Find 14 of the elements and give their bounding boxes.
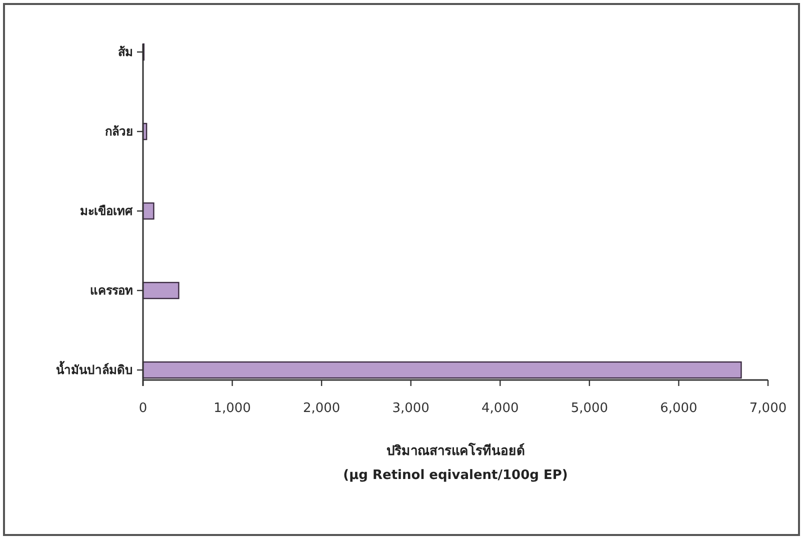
y-tick-label: แครรอท [90,284,133,298]
x-tick-label: 7,000 [749,401,787,416]
x-tick-label: 2,000 [302,401,340,416]
y-tick-label: ส้ม [118,45,133,59]
y-tick-label: น้ำมันปาล์มดิบ [56,360,133,377]
x-axis-title: ปริมาณสารแคโรทีนอยด์ (µg Retinol eqivalent/100g EP) [343,442,568,483]
y-tick-label: มะเขือเทศ [80,204,133,218]
x-tick-label: 6,000 [660,401,698,416]
x-tick-label: 3,000 [392,401,430,416]
x-tick-label: 0 [138,401,148,416]
y-tick-label: กล้วย [105,124,133,138]
x-tick-label: 5,000 [570,401,608,416]
x-tick-label: 4,000 [482,401,519,416]
x-tick-label: 1,000 [214,401,251,416]
